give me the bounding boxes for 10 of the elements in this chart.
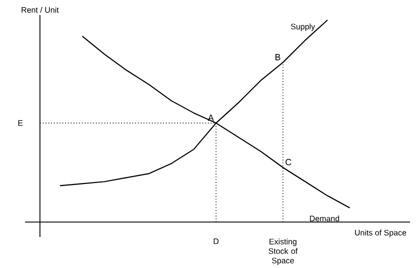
y-axis-title: Rent / Unit [22,6,59,13]
series-label: Supply [290,24,316,31]
x-axis-title: Units of Space [355,230,406,238]
ref-line-label: E [18,120,23,126]
x-tick-label: D [214,238,219,244]
x-tick-label: Existing Stock of Space [268,238,298,265]
series-label: Demand [310,215,340,222]
annotation: A [208,114,214,121]
annotation: B [275,54,280,60]
annotation: C [286,158,292,166]
